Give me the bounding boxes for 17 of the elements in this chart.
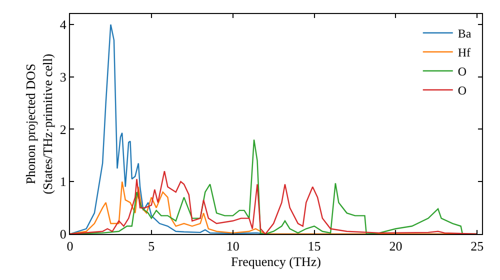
y-axis-title: Phonon projected DOS (States/THz·primitive cell) xyxy=(22,54,55,194)
x-tick-label: 20 xyxy=(389,238,402,254)
x-tick-label: 5 xyxy=(148,238,155,254)
y-tick-label: 3 xyxy=(60,69,66,84)
x-tick-label: 15 xyxy=(308,238,321,254)
x-tick-label: 25 xyxy=(470,238,484,254)
legend-label: Hf xyxy=(458,46,471,60)
x-axis-title: Frequency (THz) xyxy=(231,254,321,270)
y-tick-label: 2 xyxy=(60,122,66,137)
y-tick-label: 4 xyxy=(60,17,67,32)
legend-label: Ba xyxy=(458,26,472,41)
y-tick-label: 0 xyxy=(60,226,66,242)
x-tick-label: 10 xyxy=(226,238,240,254)
legend-label: O xyxy=(458,84,467,98)
line-series xyxy=(70,170,478,234)
legend-label: O xyxy=(458,64,467,79)
y-tick-label: 1 xyxy=(60,174,66,190)
